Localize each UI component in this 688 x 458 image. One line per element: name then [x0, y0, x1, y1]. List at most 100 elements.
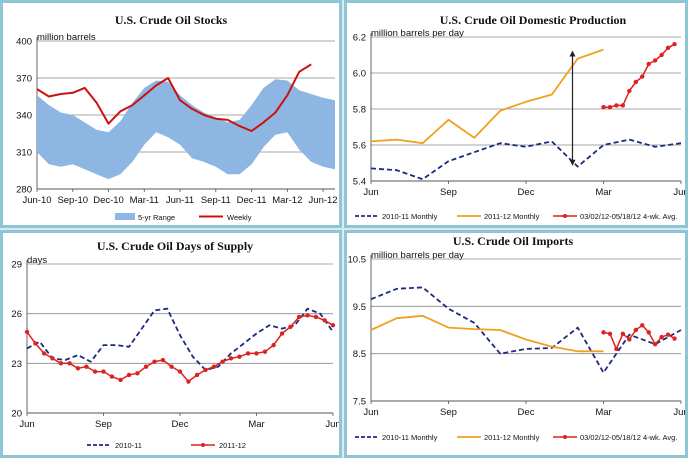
- data-point: [58, 361, 64, 366]
- data-point: [186, 379, 191, 384]
- chart-title: U.S. Crude Oil Stocks: [115, 13, 228, 27]
- x-tick-label: Sep: [95, 419, 112, 430]
- x-tick-label: Jun-12: [309, 195, 338, 206]
- x-tick-label: Dec: [518, 407, 535, 418]
- data-point: [672, 336, 677, 341]
- x-tick-label: Dec-11: [237, 195, 267, 206]
- data-point: [254, 351, 259, 356]
- crude-oil-days-supply-chart: U.S. Crude Oil Days of Supply days 20 23 2…: [11, 239, 339, 450]
- y-tick-label: 8.5: [353, 349, 366, 360]
- y-tick-label: 10.5: [348, 255, 367, 266]
- data-point: [84, 364, 89, 369]
- x-tick-label: Mar: [595, 407, 611, 418]
- data-point: [50, 356, 55, 361]
- series-4wk-avg-line: [603, 43, 675, 108]
- data-point: [245, 351, 251, 356]
- data-point: [211, 364, 217, 369]
- crude-oil-stocks-panel: U.S. Crude Oil Stocks million barrels 28…: [0, 0, 342, 228]
- chart-title: U.S. Crude Oil Imports: [453, 234, 574, 248]
- crude-oil-imports-chart: U.S. Crude Oil Imports million barrels p…: [348, 234, 686, 442]
- x-tick-label: Jun: [363, 187, 378, 198]
- legend-label-5yr-range: 5-yr Range: [138, 213, 175, 222]
- crude-oil-days-supply-panel: U.S. Crude Oil Days of Supply days 20 23 2…: [0, 230, 342, 458]
- crude-oil-stocks-chart: U.S. Crude Oil Stocks million barrels 28…: [16, 13, 338, 222]
- data-point: [118, 377, 123, 383]
- data-point: [75, 366, 81, 371]
- data-point: [109, 374, 115, 379]
- x-tick-label: Sep-11: [201, 195, 231, 206]
- y-tick-label: 6.0: [353, 69, 366, 80]
- y-tick-label: 29: [11, 260, 22, 271]
- x-tick-label: Dec: [518, 187, 535, 198]
- data-point: [322, 318, 327, 323]
- y-tick-label: 20: [11, 409, 22, 420]
- x-tick-label: Jun: [325, 419, 339, 430]
- series-2010-11-line: [370, 286, 682, 374]
- data-point: [305, 313, 310, 318]
- data-point: [614, 103, 619, 108]
- data-point: [67, 361, 72, 366]
- data-point: [646, 330, 651, 335]
- data-point: [33, 341, 38, 346]
- x-tick-label: Jun: [673, 187, 685, 198]
- x-tick-label: Jun-11: [166, 195, 194, 206]
- legend-label-2011-12: 2011-12: [219, 441, 246, 450]
- series-2010-11-line: [26, 307, 334, 371]
- annotation-arrow-head-bottom: [569, 159, 576, 166]
- legend-swatch-5yr-range: [115, 213, 135, 220]
- data-point: [262, 349, 268, 354]
- series-2010-11-line: [370, 138, 682, 181]
- x-tick-label: Mar: [595, 187, 611, 198]
- y-tick-label: 9.5: [353, 302, 366, 313]
- data-point: [101, 369, 106, 374]
- x-tick-label: Jun: [19, 419, 34, 430]
- data-point: [169, 364, 174, 369]
- y-tick-label: 280: [16, 185, 32, 196]
- y-tick-label: 310: [16, 148, 32, 159]
- y-tick-label: 7.5: [353, 397, 366, 408]
- legend-label-4wk-avg: 03/02/12-05/18/12 4-wk. Avg.: [580, 433, 677, 442]
- legend: 2010-11 Monthly 2011-12 Monthly 03/02/12…: [355, 433, 677, 442]
- chart-title: U.S. Crude Oil Domestic Production: [440, 13, 627, 27]
- data-point: [24, 329, 30, 335]
- y-tick-label: 26: [11, 309, 22, 320]
- x-tick-label: Jun: [363, 407, 378, 418]
- y-tick-label: 6.2: [353, 33, 366, 44]
- x-tick-label: Mar-12: [272, 195, 302, 206]
- data-point: [659, 52, 664, 58]
- x-tick-label: Jun: [673, 407, 685, 418]
- legend-marker-4wk-avg: [563, 435, 567, 439]
- legend-marker-2011-12: [201, 443, 205, 447]
- data-point: [659, 334, 664, 340]
- y-axis-label: days: [27, 255, 47, 266]
- data-point: [330, 323, 336, 328]
- series-2011-12-line: [370, 48, 604, 145]
- data-point: [288, 324, 293, 330]
- data-point: [279, 331, 285, 336]
- x-tick-label: Sep: [440, 407, 457, 418]
- data-point: [620, 103, 626, 108]
- data-point: [640, 323, 645, 328]
- x-tick-label: Dec: [172, 419, 189, 430]
- legend-label-2010-11: 2010-11: [115, 441, 142, 450]
- legend-marker-4wk-avg: [563, 214, 567, 218]
- data-point: [646, 61, 651, 67]
- data-point: [652, 342, 658, 347]
- crude-oil-imports-panel: U.S. Crude Oil Imports million barrels p…: [344, 230, 688, 458]
- data-point: [220, 359, 225, 364]
- data-point: [177, 369, 183, 374]
- data-point: [126, 372, 132, 378]
- y-tick-label: 370: [16, 74, 32, 85]
- y-axis-label: million barrels: [37, 32, 96, 43]
- series-4wk-avg-line: [603, 324, 675, 350]
- data-point: [41, 351, 47, 356]
- annotation-arrow-head-top: [569, 50, 576, 57]
- data-point: [313, 314, 319, 320]
- data-point: [627, 337, 632, 342]
- data-point: [620, 331, 626, 336]
- y-axis-label: million barrels per day: [371, 250, 464, 261]
- legend-label-4wk-avg: 03/02/12-05/18/12 4-wk. Avg.: [580, 212, 677, 221]
- data-point: [633, 327, 638, 333]
- legend-label-2010-11: 2010-11 Monthly: [382, 212, 438, 221]
- y-tick-label: 340: [16, 111, 32, 122]
